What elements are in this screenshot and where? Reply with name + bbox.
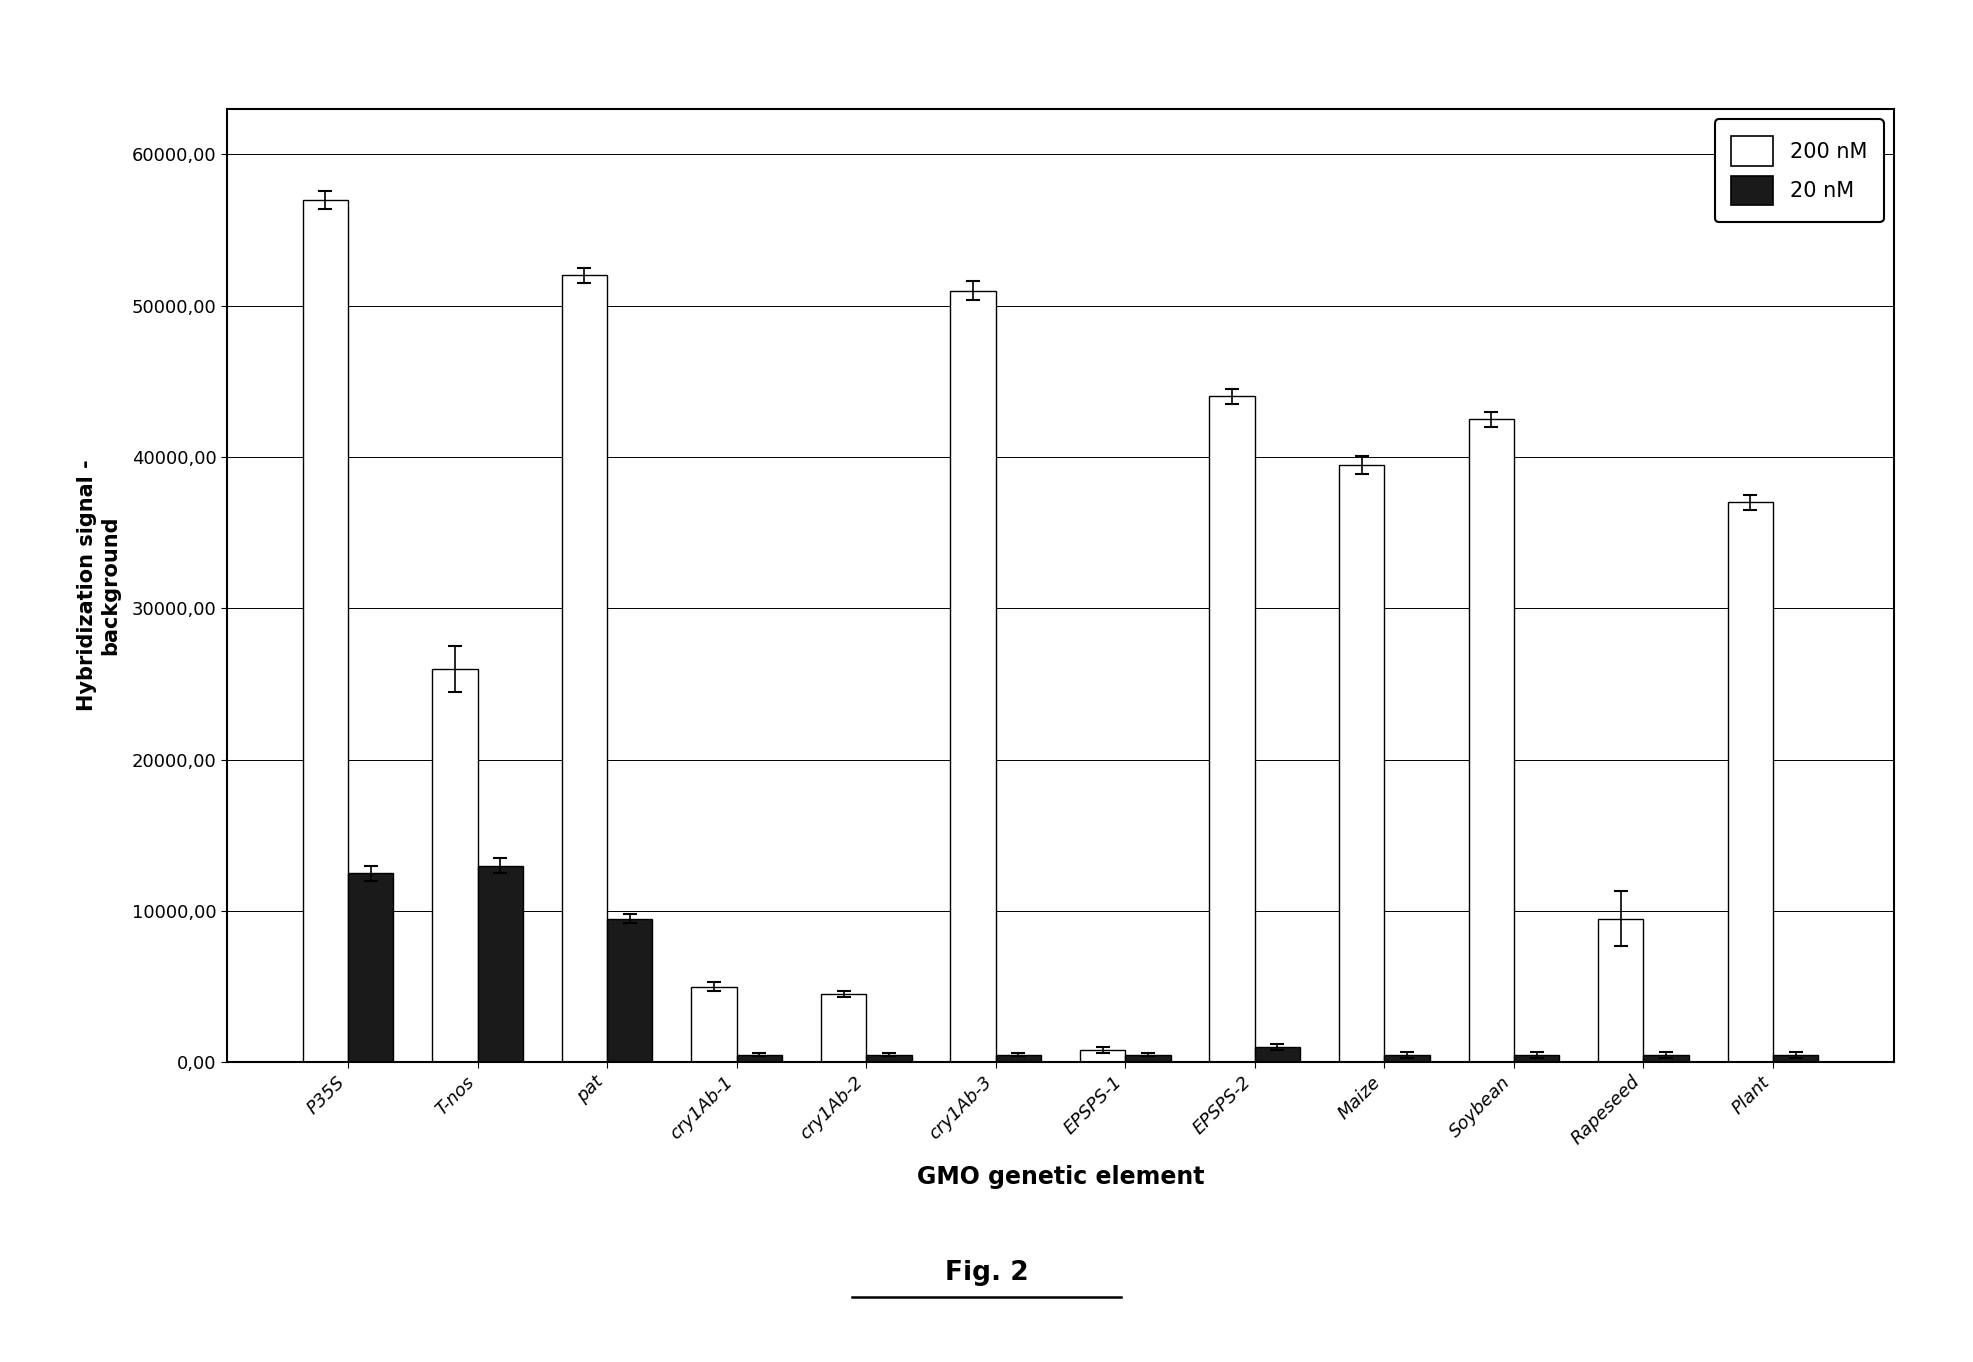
Bar: [1340, 464, 1385, 1062]
Legend: 200 nM, 20 nM: 200 nM, 20 nM: [1715, 120, 1884, 222]
Bar: [1385, 1054, 1430, 1062]
Bar: [1774, 1054, 1819, 1062]
Bar: [1255, 1047, 1300, 1062]
Bar: [1209, 396, 1255, 1062]
Bar: [736, 1054, 781, 1062]
Bar: [432, 669, 477, 1062]
Bar: [691, 986, 736, 1062]
Bar: [608, 918, 653, 1062]
Bar: [1598, 918, 1644, 1062]
Bar: [821, 994, 866, 1062]
Bar: [1468, 419, 1513, 1062]
Bar: [996, 1054, 1042, 1062]
Bar: [562, 275, 608, 1062]
Bar: [1644, 1054, 1689, 1062]
Bar: [1513, 1054, 1559, 1062]
Bar: [1728, 503, 1774, 1062]
Bar: [347, 873, 393, 1062]
Bar: [302, 200, 347, 1062]
Y-axis label: Hybridization signal -
background: Hybridization signal - background: [77, 460, 120, 711]
Bar: [1125, 1054, 1170, 1062]
Text: Fig. 2: Fig. 2: [945, 1260, 1028, 1287]
Bar: [951, 290, 996, 1062]
X-axis label: GMO genetic element: GMO genetic element: [917, 1165, 1204, 1189]
Bar: [477, 866, 523, 1062]
Bar: [1079, 1050, 1125, 1062]
Bar: [866, 1054, 912, 1062]
